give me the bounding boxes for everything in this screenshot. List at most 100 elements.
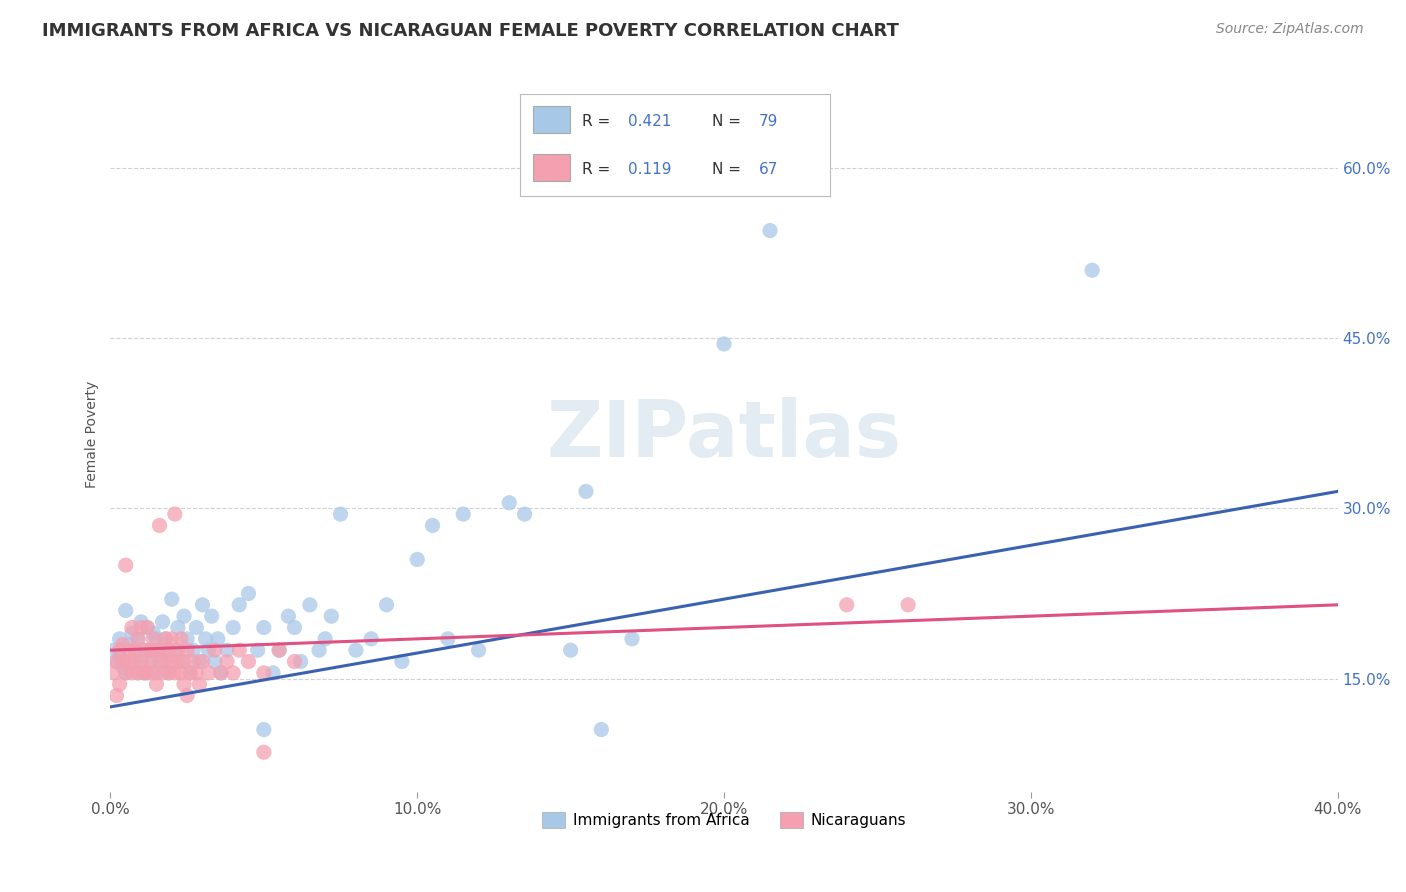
Point — [321, 609, 343, 624]
Point — [114, 665, 136, 680]
Point — [142, 632, 165, 646]
Point — [188, 655, 211, 669]
Point — [228, 598, 250, 612]
Point — [160, 655, 183, 669]
Point — [176, 643, 198, 657]
Point — [167, 655, 190, 669]
Point — [591, 723, 613, 737]
Point — [139, 655, 162, 669]
Point — [422, 518, 444, 533]
Point — [108, 632, 131, 646]
Point — [134, 665, 156, 680]
Point — [145, 677, 167, 691]
Point — [157, 643, 180, 657]
Text: 67: 67 — [758, 162, 778, 178]
Point — [204, 643, 226, 657]
Point — [209, 665, 232, 680]
Point — [238, 655, 260, 669]
Point — [269, 643, 291, 657]
Point — [620, 632, 643, 646]
Point — [108, 643, 131, 657]
Point — [127, 632, 149, 646]
Point — [114, 603, 136, 617]
Point — [118, 643, 141, 657]
Point — [176, 632, 198, 646]
Point — [111, 638, 134, 652]
Point — [163, 643, 186, 657]
Text: 0.421: 0.421 — [628, 114, 672, 128]
Point — [191, 598, 214, 612]
Point — [188, 677, 211, 691]
Point — [375, 598, 398, 612]
Point — [160, 632, 183, 646]
Point — [467, 643, 489, 657]
Point — [103, 665, 125, 680]
Point — [105, 655, 128, 669]
Point — [204, 655, 226, 669]
Point — [191, 655, 214, 669]
Text: ZIPatlas: ZIPatlas — [547, 397, 901, 473]
Point — [201, 609, 224, 624]
Y-axis label: Female Poverty: Female Poverty — [86, 381, 100, 488]
Point — [152, 615, 174, 629]
Point — [835, 598, 858, 612]
Point — [209, 665, 232, 680]
Point — [114, 665, 136, 680]
Text: 79: 79 — [758, 114, 778, 128]
Point — [179, 665, 201, 680]
Text: R =: R = — [582, 162, 616, 178]
Point — [134, 643, 156, 657]
Text: R =: R = — [582, 114, 616, 128]
Point — [283, 620, 305, 634]
Point — [262, 665, 284, 680]
Point — [124, 655, 146, 669]
Point — [222, 665, 245, 680]
Point — [207, 632, 229, 646]
Point — [451, 507, 474, 521]
Text: N =: N = — [711, 114, 745, 128]
Point — [145, 632, 167, 646]
Point — [142, 626, 165, 640]
Point — [391, 655, 413, 669]
Point — [173, 609, 195, 624]
Point — [134, 665, 156, 680]
Point — [129, 615, 152, 629]
Point — [103, 643, 125, 657]
Point — [170, 665, 193, 680]
Point — [179, 665, 201, 680]
Point — [215, 655, 238, 669]
Point — [283, 655, 305, 669]
Point — [269, 643, 291, 657]
Point — [163, 507, 186, 521]
Point — [118, 655, 141, 669]
Point — [136, 620, 159, 634]
Point — [360, 632, 382, 646]
Point — [148, 643, 170, 657]
Point — [155, 632, 177, 646]
Point — [111, 655, 134, 669]
Point — [197, 665, 219, 680]
Legend: Immigrants from Africa, Nicaraguans: Immigrants from Africa, Nicaraguans — [536, 806, 912, 834]
Point — [437, 632, 460, 646]
Point — [105, 655, 128, 669]
Point — [897, 598, 920, 612]
Point — [713, 337, 735, 351]
Point — [176, 689, 198, 703]
Point — [406, 552, 429, 566]
Point — [253, 723, 276, 737]
Point — [173, 677, 195, 691]
Point — [129, 655, 152, 669]
Text: IMMIGRANTS FROM AFRICA VS NICARAGUAN FEMALE POVERTY CORRELATION CHART: IMMIGRANTS FROM AFRICA VS NICARAGUAN FEM… — [42, 22, 898, 40]
Point — [186, 620, 208, 634]
Point — [136, 643, 159, 657]
Text: N =: N = — [711, 162, 745, 178]
Point — [108, 677, 131, 691]
Point — [152, 655, 174, 669]
Point — [157, 665, 180, 680]
Point — [121, 665, 143, 680]
Point — [127, 665, 149, 680]
Point — [124, 643, 146, 657]
Point — [160, 592, 183, 607]
Point — [139, 655, 162, 669]
Point — [152, 643, 174, 657]
